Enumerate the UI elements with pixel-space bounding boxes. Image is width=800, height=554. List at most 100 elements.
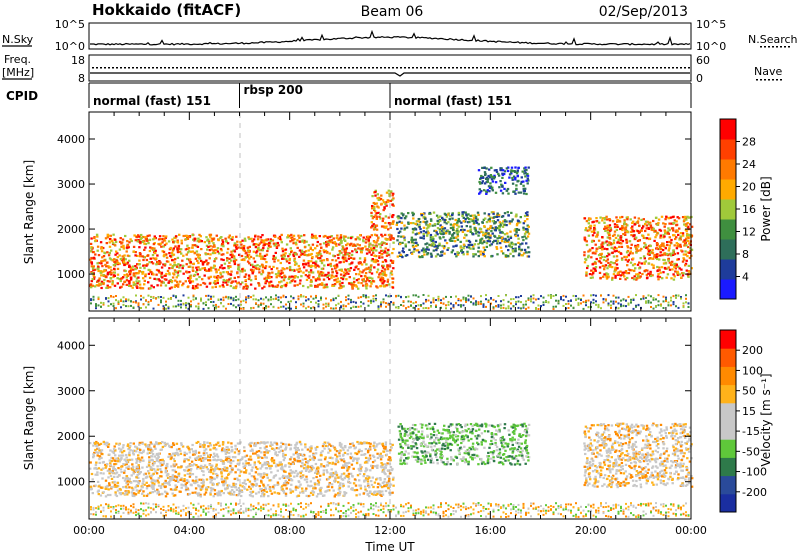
range-cell: [373, 207, 376, 211]
range-cell: [381, 256, 384, 259]
range-cell: [682, 257, 685, 260]
range-cell: [277, 270, 280, 273]
range-cell: [354, 249, 358, 252]
range-cell: [649, 272, 652, 275]
range-cell: [320, 270, 323, 274]
range-cell: [266, 274, 270, 277]
range-cell: [643, 269, 646, 273]
range-cell: [657, 304, 660, 307]
range-cell: [377, 237, 380, 240]
range-cell: [672, 273, 675, 276]
range-cell: [656, 242, 659, 246]
range-cell: [688, 233, 691, 236]
range-cell: [430, 240, 433, 243]
range-cell: [265, 280, 268, 283]
range-cell: [222, 253, 225, 256]
range-cell: [594, 252, 597, 255]
range-cell: [342, 464, 345, 467]
range-cell: [387, 216, 390, 219]
range-cell: [289, 458, 292, 461]
range-cell: [379, 213, 382, 216]
range-cell: [295, 307, 297, 310]
range-cell: [130, 491, 134, 494]
range-cell: [171, 474, 175, 477]
range-cell: [96, 249, 99, 252]
range-cell: [552, 308, 555, 310]
range-cell: [522, 305, 525, 308]
range-cell: [112, 275, 115, 278]
range-cell: [676, 216, 679, 219]
range-cell: [685, 230, 688, 233]
range-cell: [381, 282, 384, 285]
range-cell: [369, 242, 372, 245]
range-cell: [619, 274, 623, 277]
range-cell: [456, 235, 460, 238]
range-cell: [485, 229, 488, 232]
range-cell: [504, 254, 508, 258]
range-cell: [671, 252, 675, 255]
range-cell: [127, 299, 130, 302]
range-cell: [314, 471, 317, 474]
range-cell: [441, 250, 444, 253]
range-cell: [343, 451, 347, 454]
range-cell: [362, 239, 365, 242]
range-cell: [148, 234, 151, 237]
range-cell: [306, 254, 309, 257]
range-cell: [171, 254, 174, 257]
range-cell: [678, 238, 681, 241]
range-cell: [645, 224, 648, 227]
range-cell: [682, 253, 686, 256]
range-cell: [371, 207, 374, 210]
range-cell: [342, 458, 345, 461]
range-cell: [268, 281, 271, 284]
range-cell: [658, 266, 661, 269]
range-cell: [233, 250, 237, 253]
range-cell: [229, 253, 232, 256]
range-cell: [350, 307, 352, 310]
range-cell: [307, 298, 310, 301]
range-cell: [659, 271, 662, 274]
range-cell: [276, 241, 280, 245]
range-cell: [280, 280, 283, 283]
range-cell: [305, 299, 307, 302]
range-cell: [126, 444, 129, 448]
range-cell: [636, 263, 640, 266]
range-cell: [304, 489, 307, 492]
range-cell: [362, 295, 365, 298]
range-cell: [385, 254, 389, 257]
range-cell: [469, 218, 473, 221]
range-cell: [192, 298, 195, 301]
range-cell: [129, 267, 133, 270]
range-cell: [677, 245, 681, 248]
range-cell: [96, 245, 100, 248]
range-cell: [555, 299, 557, 302]
range-cell: [130, 486, 134, 489]
range-cell: [126, 240, 129, 243]
range-cell: [472, 245, 475, 248]
range-cell: [182, 234, 185, 238]
range-cell: [525, 242, 528, 245]
range-cell: [494, 191, 498, 194]
range-cell: [407, 295, 410, 298]
range-cell: [632, 307, 635, 310]
range-cell: [293, 237, 296, 241]
range-cell: [193, 287, 196, 290]
range-cell: [314, 234, 317, 237]
range-cell: [473, 243, 477, 246]
range-cell: [347, 255, 351, 258]
range-cell: [520, 180, 523, 183]
range-cell: [623, 275, 626, 278]
range-cell: [375, 234, 379, 237]
range-cell: [670, 262, 673, 265]
range-cell: [124, 490, 127, 493]
range-cell: [176, 248, 179, 251]
range-cell: [599, 216, 602, 219]
range-cell: [530, 295, 532, 298]
range-cell: [158, 260, 161, 263]
range-cell: [599, 257, 602, 260]
range-cell: [636, 239, 640, 242]
range-cell: [268, 272, 271, 275]
range-cell: [154, 257, 158, 260]
range-cell: [210, 297, 212, 300]
range-cell: [302, 305, 305, 308]
